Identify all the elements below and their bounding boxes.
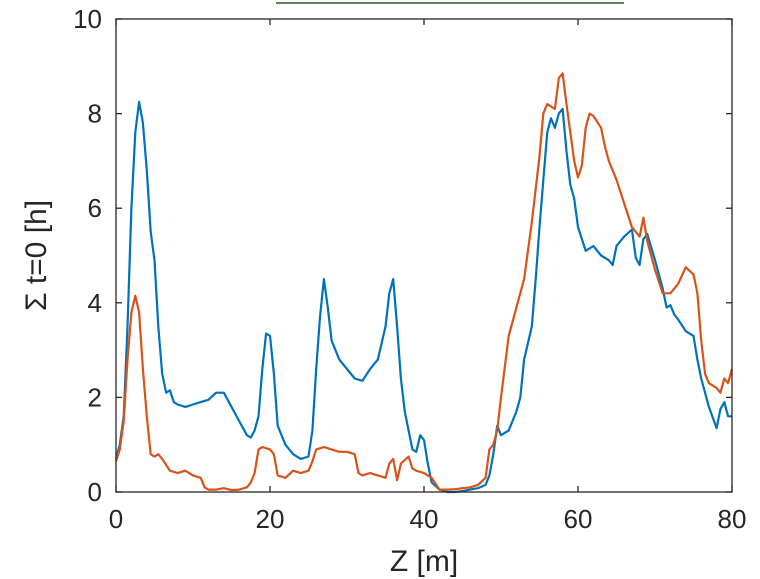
- x-tick-label: 60: [564, 504, 593, 534]
- x-tick-label: 0: [109, 504, 123, 534]
- y-axis-label: Σ t=0 [h]: [20, 200, 53, 311]
- ticks-layer: 0 20 40 60 80 0 2 4 6 8 10: [73, 4, 746, 534]
- series-layer: [114, 72, 734, 494]
- x-tick-label: 20: [256, 504, 285, 534]
- y-tick-label: 6: [88, 193, 102, 223]
- series-line-2: [114, 72, 734, 492]
- y-tick-label: 2: [88, 382, 102, 412]
- series-line-1: [114, 100, 732, 494]
- x-tick-label: 40: [410, 504, 439, 534]
- y-tick-label: 4: [88, 288, 102, 318]
- x-axis-label: Z [m]: [390, 545, 458, 578]
- y-tick-label: 8: [88, 99, 102, 129]
- y-tick-label: 0: [88, 477, 102, 507]
- plot-area: [116, 19, 732, 492]
- x-tick-label: 80: [718, 504, 747, 534]
- y-tick-label: 10: [73, 4, 102, 34]
